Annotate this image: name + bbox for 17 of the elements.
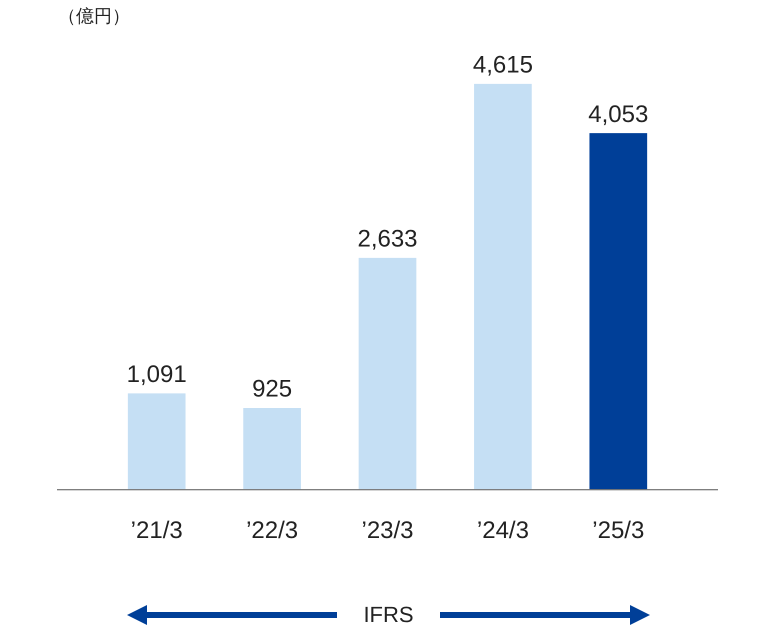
- bar: [128, 393, 186, 490]
- data-label: 4,615: [472, 51, 533, 78]
- x-tick-label: ’21/3: [130, 517, 183, 544]
- x-tick-label: ’23/3: [361, 517, 414, 544]
- data-label: 1,091: [126, 360, 187, 388]
- bar: [243, 408, 301, 490]
- text: IFRS: [363, 602, 414, 628]
- x-tick-label: ’22/3: [246, 517, 298, 544]
- data-label: 925: [252, 376, 292, 403]
- data-label: 2,633: [357, 226, 418, 253]
- x-tick-label: ’24/3: [476, 517, 529, 544]
- y-axis-title: （億円）: [58, 5, 130, 28]
- bar: [358, 258, 416, 490]
- data-label: 4,053: [588, 100, 648, 128]
- bar: [589, 133, 648, 490]
- x-tick-label: ’25/3: [592, 517, 644, 544]
- bar: [474, 84, 532, 490]
